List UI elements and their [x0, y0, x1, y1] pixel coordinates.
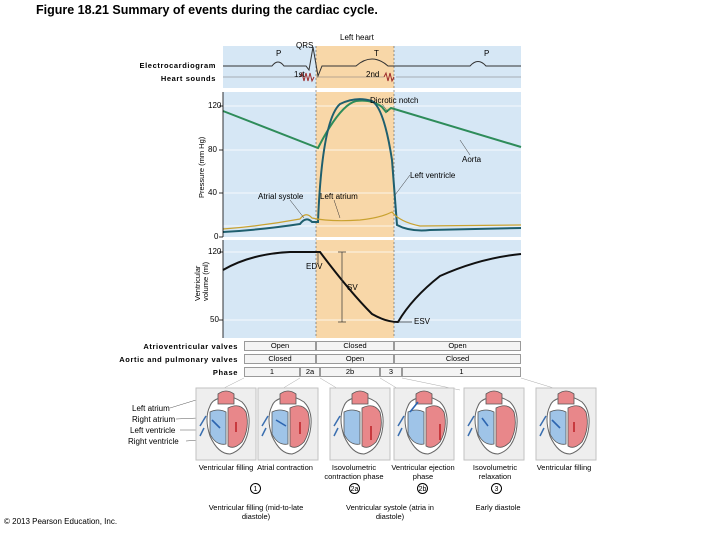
volume-tick-50: 50 [210, 315, 219, 324]
sl-closed-2: Closed [394, 354, 521, 364]
av-closed: Closed [316, 341, 394, 351]
av-open-2: Open [394, 341, 521, 351]
phase-circle-2b: 2b [417, 483, 428, 494]
left-ventricle-label: Left ventricle [410, 171, 456, 180]
ecg-t-wave: T [374, 49, 379, 58]
ecg-trace [223, 46, 521, 78]
av-valves-label: Atrioventricular valves [143, 342, 238, 351]
phase-circle-3: 3 [491, 483, 502, 494]
phase-1: 1 [244, 367, 300, 377]
heart-sound-2 [383, 71, 395, 83]
ecg-p-wave-1: P [276, 49, 282, 58]
caption-atrial-contraction: Atrial contraction [257, 463, 313, 472]
heart-panel-6 [535, 387, 597, 461]
ventricular-volume-trace [222, 251, 522, 324]
phase-2a: 2a [300, 367, 320, 377]
heart-sounds-row-label: Heart sounds [160, 74, 216, 83]
heart-panel-1 [195, 387, 257, 461]
caption-ventricular-filling-2: Ventricular filling [536, 463, 592, 472]
group-caption-ventricular-systole: Ventricular systole (atria in diastole) [346, 503, 434, 521]
dicrotic-notch-label: Dicrotic notch [370, 96, 419, 105]
heart-sound-1-label: 1st [294, 70, 305, 79]
sl-open: Open [316, 354, 394, 364]
atrial-systole-label: Atrial systole [258, 192, 304, 201]
caption-isovolumetric-relaxation: Isovolumetric relaxation [472, 463, 518, 481]
av-open-1: Open [244, 341, 316, 351]
heart-label-left-atrium: Left atrium [132, 404, 170, 413]
pressure-tick-40: 40 [208, 188, 217, 197]
sv-label: SV [347, 283, 358, 292]
caption-ventricular-ejection: Ventricular ejection phase [391, 463, 455, 481]
phase-row-label: Phase [212, 368, 238, 377]
figure-title: Figure 18.21 Summary of events during th… [36, 3, 378, 17]
caption-isovolumetric-contraction: Isovolumetric contraction phase [324, 463, 384, 481]
pressure-tick-0: 0 [214, 232, 219, 241]
sl-valves-label: Aortic and pulmonary valves [119, 355, 238, 364]
caption-ventricular-filling-1: Ventricular filling [198, 463, 254, 472]
left-ventricle-trace [222, 98, 522, 233]
edv-label: EDV [306, 262, 323, 271]
left-atrium-trace [222, 211, 522, 230]
heart-label-right-ventricle: Right ventricle [128, 437, 179, 446]
left-atrium-label: Left atrium [320, 192, 358, 201]
ecg-row-label: Electrocardiogram [139, 61, 216, 70]
heart-label-left-ventricle: Left ventricle [130, 426, 176, 435]
heart-panel-2 [257, 387, 319, 461]
pressure-tick-80: 80 [208, 145, 217, 154]
group-caption-early-diastole: Early diastole [475, 503, 521, 512]
volume-tick-120: 120 [208, 247, 222, 256]
esv-label: ESV [414, 317, 431, 326]
copyright-notice: © 2013 Pearson Education, Inc. [4, 517, 118, 526]
phase-2b: 2b [320, 367, 380, 377]
phase-circle-1: 1 [250, 483, 261, 494]
left-heart-label: Left heart [340, 33, 374, 42]
heart-label-right-atrium: Right atrium [132, 415, 176, 424]
phase-circle-2a: 2a [349, 483, 360, 494]
sl-closed-1: Closed [244, 354, 316, 364]
aorta-label: Aorta [462, 155, 482, 164]
heart-panel-4 [393, 387, 455, 461]
ecg-p-wave-2: P [484, 49, 490, 58]
heart-sound-1 [299, 71, 315, 83]
phase-1b: 1 [402, 367, 521, 377]
heart-panel-5 [463, 387, 525, 461]
pressure-tick-120: 120 [208, 101, 222, 110]
phase-3: 3 [380, 367, 402, 377]
group-caption-ventricular-filling: Ventricular filling (mid-to-late diastol… [208, 503, 304, 521]
heart-sound-2-label: 2nd [366, 70, 380, 79]
heart-panel-3 [329, 387, 391, 461]
ecg-qrs: QRS [296, 41, 314, 50]
